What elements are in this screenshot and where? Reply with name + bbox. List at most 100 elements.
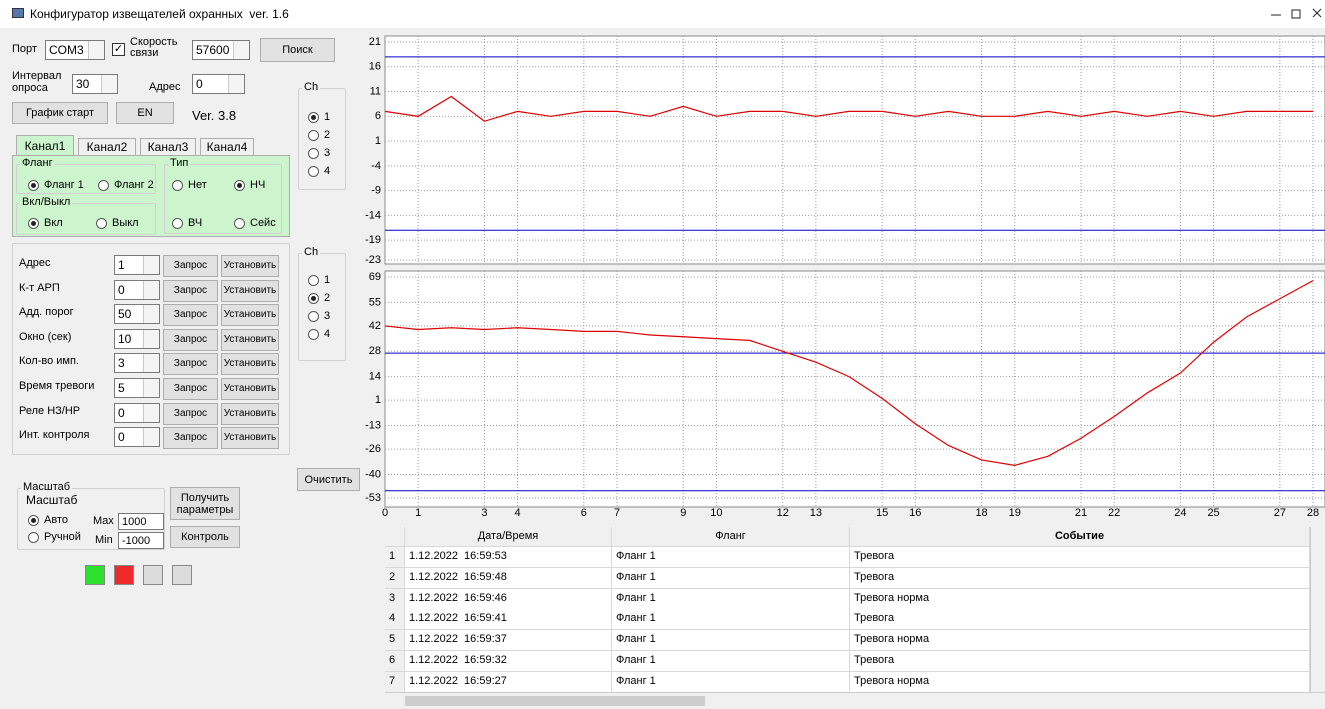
set-button[interactable]: Установить — [221, 378, 279, 400]
param-spin[interactable]: 10 — [114, 328, 160, 349]
param-spin[interactable]: 3 — [114, 353, 160, 374]
param-spin[interactable]: 0 — [114, 279, 160, 300]
flank-radio[interactable] — [98, 180, 109, 191]
control-button[interactable]: Контроль — [170, 526, 240, 548]
min-input[interactable]: -1000 — [118, 532, 164, 549]
set-button[interactable]: Установить — [221, 304, 279, 327]
search-button[interactable]: Поиск — [260, 38, 335, 62]
param-spin-arrow[interactable] — [143, 280, 159, 299]
address-spin-arrow[interactable] — [228, 75, 244, 93]
param-spin-arrow[interactable] — [143, 354, 159, 373]
set-button[interactable]: Установить — [221, 279, 279, 302]
table-cell[interactable]: Фланг 1 — [612, 588, 850, 610]
scale-radio[interactable] — [28, 515, 39, 526]
table-cell[interactable]: Фланг 1 — [612, 609, 850, 631]
table-cell[interactable]: Фланг 1 — [612, 630, 850, 652]
type-radio[interactable] — [234, 218, 245, 229]
table-cell[interactable]: 1.12.2022 16:59:32 — [405, 651, 612, 672]
x-tick-label: 13 — [810, 507, 822, 519]
table-corner — [385, 527, 405, 547]
ch-radio[interactable] — [308, 148, 319, 159]
table-cell[interactable]: 1.12.2022 16:59:53 — [405, 547, 612, 568]
query-button[interactable]: Запрос — [163, 279, 218, 302]
set-button[interactable]: Установить — [221, 402, 279, 425]
table-cell[interactable]: Фланг 1 — [612, 567, 850, 589]
channel-tab[interactable]: Канал3 — [140, 138, 196, 156]
onoff-radio[interactable] — [28, 218, 39, 229]
query-button[interactable]: Запрос — [163, 255, 218, 277]
table-cell[interactable]: Тревога — [850, 651, 1310, 672]
table-cell[interactable]: Тревога — [850, 609, 1310, 631]
onoff-radio[interactable] — [96, 218, 107, 229]
window-controls[interactable] — [1265, 4, 1325, 24]
ch-radio[interactable] — [308, 311, 319, 322]
channel-tab[interactable]: Канал1 — [16, 135, 74, 156]
x-tick-label: 28 — [1307, 507, 1319, 519]
scroll-thumb[interactable] — [405, 696, 705, 706]
table-cell[interactable]: Фланг 1 — [612, 651, 850, 672]
max-input[interactable]: 1000 — [118, 513, 164, 530]
set-button[interactable]: Установить — [221, 353, 279, 376]
speed-combo[interactable]: 57600 — [192, 40, 250, 60]
set-button[interactable]: Установить — [221, 255, 279, 277]
channel-tab[interactable]: Канал4 — [200, 138, 254, 156]
query-button[interactable]: Запрос — [163, 427, 218, 450]
param-spin-arrow[interactable] — [143, 403, 159, 422]
param-spin[interactable]: 0 — [114, 402, 160, 423]
param-spin-arrow[interactable] — [143, 329, 159, 348]
query-button[interactable]: Запрос — [163, 328, 218, 351]
query-button[interactable]: Запрос — [163, 353, 218, 376]
table-cell[interactable]: 1.12.2022 16:59:46 — [405, 588, 612, 610]
param-spin[interactable]: 0 — [114, 427, 160, 448]
set-button[interactable]: Установить — [221, 328, 279, 351]
table-cell[interactable]: 1.12.2022 16:59:41 — [405, 609, 612, 631]
channel-tab[interactable]: Канал2 — [78, 138, 136, 156]
type-radio[interactable] — [234, 180, 245, 191]
min-label: Min — [95, 534, 113, 546]
query-button[interactable]: Запрос — [163, 378, 218, 400]
ch-radio[interactable] — [308, 329, 319, 340]
lang-button[interactable]: EN — [116, 102, 174, 124]
speed-combo-arrow[interactable] — [233, 41, 249, 59]
interval-spin-arrow[interactable] — [101, 75, 117, 93]
table-cell[interactable]: Тревога норма — [850, 630, 1310, 652]
flank-radio[interactable] — [28, 180, 39, 191]
graph-start-button[interactable]: График старт — [12, 102, 108, 124]
query-button[interactable]: Запрос — [163, 304, 218, 327]
ch-radio[interactable] — [308, 112, 319, 123]
table-cell[interactable]: Тревога норма — [850, 671, 1310, 693]
param-spin-arrow[interactable] — [143, 305, 159, 324]
param-spin-arrow[interactable] — [143, 256, 159, 274]
port-combo-arrow[interactable] — [88, 41, 104, 59]
port-combo[interactable]: COM3 — [45, 40, 105, 60]
param-spin-arrow[interactable] — [143, 428, 159, 447]
table-cell[interactable]: Тревога — [850, 567, 1310, 589]
table-cell[interactable]: Тревога — [850, 547, 1310, 568]
table-cell[interactable]: Фланг 1 — [612, 547, 850, 568]
table-cell[interactable]: Тревога норма — [850, 588, 1310, 610]
scale-radio[interactable] — [28, 532, 39, 543]
address-spin[interactable]: 0 — [192, 74, 245, 94]
ch-radio[interactable] — [308, 130, 319, 141]
speed-checkbox[interactable]: ✓ — [112, 43, 125, 56]
table-cell[interactable]: 1.12.2022 16:59:27 — [405, 671, 612, 693]
set-button[interactable]: Установить — [221, 427, 279, 450]
y-tick-label: 55 — [369, 296, 381, 308]
query-button[interactable]: Запрос — [163, 402, 218, 425]
get-params-button[interactable]: Получить параметры — [170, 487, 240, 520]
table-cell[interactable]: 1.12.2022 16:59:48 — [405, 567, 612, 589]
type-radio[interactable] — [172, 180, 183, 191]
ch-radio[interactable] — [308, 275, 319, 286]
interval-spin[interactable]: 30 — [72, 74, 118, 94]
param-spin[interactable]: 5 — [114, 378, 160, 398]
param-spin-arrow[interactable] — [143, 379, 159, 397]
table-cell[interactable]: Фланг 1 — [612, 671, 850, 693]
table-cell[interactable]: 1.12.2022 16:59:37 — [405, 630, 612, 652]
param-spin[interactable]: 50 — [114, 304, 160, 325]
vertical-scrollbar[interactable] — [1310, 527, 1325, 693]
clear-button[interactable]: Очистить — [297, 468, 360, 491]
ch-radio[interactable] — [308, 166, 319, 177]
param-spin[interactable]: 1 — [114, 255, 160, 275]
type-radio[interactable] — [172, 218, 183, 229]
ch-radio[interactable] — [308, 293, 319, 304]
